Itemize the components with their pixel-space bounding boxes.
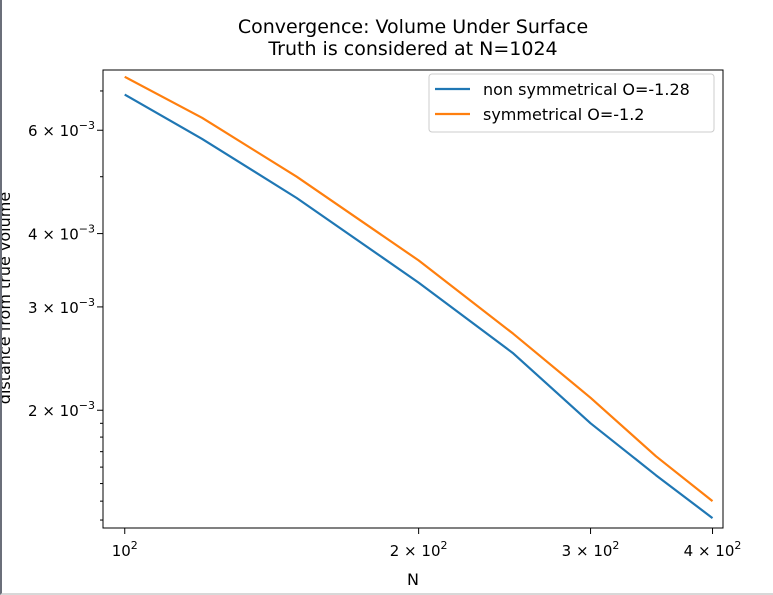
x-tick-label-3: 4 × 102 (684, 539, 742, 560)
series-line-0 (124, 93, 714, 519)
legend: non symmetrical O=-1.28 symmetrical O=-1.… (428, 73, 715, 133)
chart-title: Convergence: Volume Under Surface (238, 16, 588, 38)
series-line-1 (124, 75, 714, 502)
x-tick-label-0: 102 (112, 539, 138, 560)
y-tick-label-1: 4 × 10−3 (28, 223, 95, 244)
x-tick-label-1: 2 × 102 (390, 539, 448, 560)
legend-label-1: symmetrical O=-1.2 (483, 105, 644, 124)
x-tick-label-2: 3 × 102 (562, 539, 620, 560)
y-tick-label-3: 2 × 10−3 (28, 399, 95, 420)
y-tick-label-2: 3 × 10−3 (28, 296, 95, 317)
y-tick-label-0: 6 × 10−3 (28, 119, 95, 140)
series-layer (124, 75, 714, 519)
ticks-layer: 102 2 × 102 3 × 102 4 × 102 6 × 10−3 4 × 10−3… (28, 90, 742, 560)
y-axis-label: distance from true volume (2, 192, 14, 404)
x-axis-label: N (407, 570, 419, 589)
legend-label-0: non symmetrical O=-1.28 (483, 80, 690, 99)
plot-area (102, 69, 724, 529)
legend-box (428, 73, 715, 133)
chart-subtitle: Truth is considered at N=1024 (267, 38, 557, 60)
